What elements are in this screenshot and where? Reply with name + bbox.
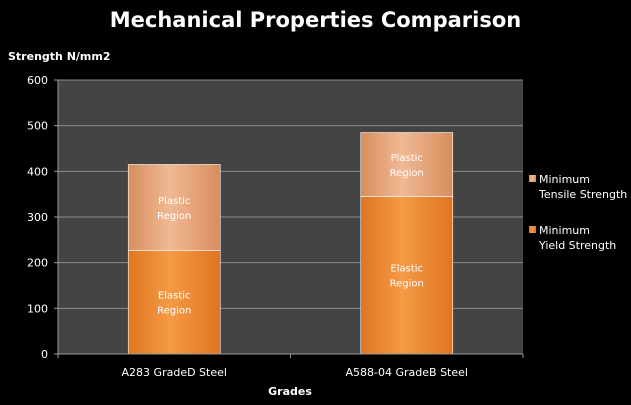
chart-title: Mechanical Properties Comparison bbox=[109, 8, 522, 32]
legend-swatch-tensile bbox=[529, 175, 536, 182]
region-label: Elastic Region bbox=[390, 264, 424, 290]
x-axis-label: Grades bbox=[268, 385, 312, 398]
y-tick-label: 600 bbox=[27, 74, 48, 87]
bar-tensile bbox=[360, 132, 454, 197]
bar-yield bbox=[360, 196, 454, 355]
bar-tensile bbox=[127, 164, 221, 251]
region-label: Plastic Region bbox=[157, 196, 191, 222]
legend-label-tensile: Minimum Tensile Strength bbox=[538, 173, 627, 201]
y-axis-label: Strength N/mm2 bbox=[8, 50, 111, 63]
region-label: Elastic Region bbox=[157, 291, 191, 317]
y-tick-label: 500 bbox=[27, 120, 48, 133]
legend-swatch-yield bbox=[529, 226, 536, 233]
x-tick-label: A283 GradeD Steel bbox=[122, 366, 227, 379]
bar-yield bbox=[127, 250, 221, 355]
y-tick-label: 0 bbox=[41, 348, 48, 361]
x-tick-label: A588-04 GradeB Steel bbox=[346, 366, 468, 379]
y-tick-label: 300 bbox=[27, 211, 48, 224]
region-label: Plastic Region bbox=[390, 153, 424, 179]
legend-label-yield: Minimum Yield Strength bbox=[538, 224, 616, 252]
y-tick-label: 400 bbox=[27, 165, 48, 178]
y-tick-label: 100 bbox=[27, 302, 48, 315]
y-tick-label: 200 bbox=[27, 257, 48, 270]
